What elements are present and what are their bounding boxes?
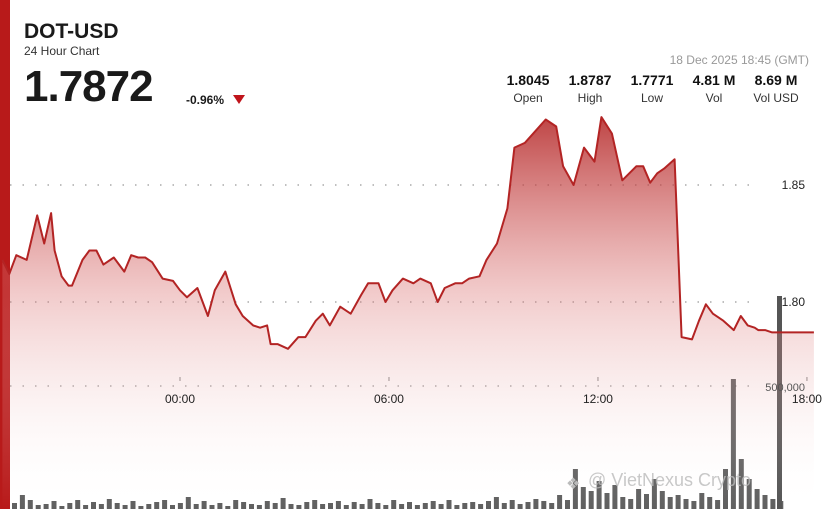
stats-row: 1.8045 Open 1.8787 High 1.7771 Low 4.81 …	[497, 72, 807, 105]
price-area	[2, 117, 814, 509]
stat-value: 1.8045	[506, 72, 550, 88]
stat-label: High	[577, 91, 603, 105]
down-arrow-icon	[233, 95, 245, 104]
stat-value: 1.7771	[630, 72, 674, 88]
price-change: -0.96%	[186, 93, 225, 107]
x-tick-label: 06:00	[374, 392, 404, 406]
ticker-symbol: DOT-USD	[24, 20, 119, 43]
x-tick-label: 00:00	[165, 392, 195, 406]
x-tick-label: 12:00	[583, 392, 613, 406]
stat-high: 1.8787 High	[559, 72, 621, 105]
stat-vol: 4.81 M Vol	[683, 72, 745, 105]
stat-vol-usd: 8.69 M Vol USD	[745, 72, 807, 105]
stat-open: 1.8045 Open	[497, 72, 559, 105]
stat-value: 4.81 M	[692, 72, 736, 88]
y-tick-label: 1.80	[782, 295, 806, 309]
watermark-logo-icon: ❖	[566, 476, 581, 493]
chart-subtitle: 24 Hour Chart	[24, 44, 100, 58]
y-tick-label: 1.85	[782, 178, 806, 192]
stat-value: 1.8787	[568, 72, 612, 88]
watermark: @ VietNexus Crypto	[588, 470, 752, 490]
volume-tick-label: 500,000	[765, 382, 805, 394]
stat-label: Open	[513, 91, 543, 105]
stat-label: Vol USD	[753, 91, 799, 105]
price-line	[1, 116, 814, 350]
x-tick-label: 18:00	[792, 392, 822, 406]
left-accent-strip	[0, 0, 10, 509]
stat-value: 8.69 M	[754, 72, 798, 88]
timestamp: 18 Dec 2025 18:45 (GMT)	[669, 53, 809, 67]
stat-label: Vol	[705, 91, 723, 105]
stat-label: Low	[640, 91, 663, 105]
current-price: 1.7872	[24, 62, 154, 111]
stat-low: 1.7771 Low	[621, 72, 683, 105]
